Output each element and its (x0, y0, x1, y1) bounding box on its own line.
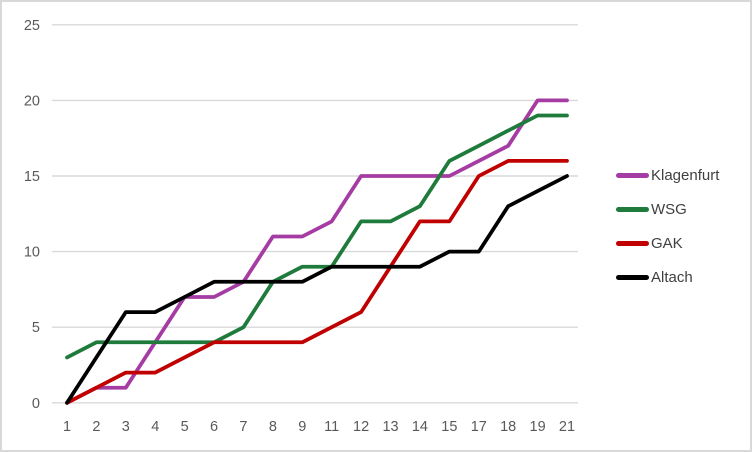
legend-swatch-wsg (616, 206, 649, 212)
x-axis-tick-label: 9 (298, 419, 306, 435)
legend-swatch-altach (616, 274, 649, 280)
x-axis-tick-label: 19 (530, 419, 546, 435)
series-line-gak (65, 159, 569, 405)
legend-item-altach[interactable]: Altach (616, 260, 719, 294)
x-axis-tick-label: 4 (151, 419, 159, 435)
x-axis-tick-label: 17 (471, 419, 487, 435)
x-axis-tick-label: 21 (559, 419, 575, 435)
x-axis-tick-label: 1 (63, 419, 71, 435)
x-axis-tick-label: 6 (210, 419, 218, 435)
legend-label-wsg: WSG (651, 200, 687, 218)
legend: Klagenfurt WSG GAK Altach (616, 158, 719, 294)
x-axis-tick-label: 18 (500, 419, 516, 435)
x-axis-tick-label: 8 (269, 419, 277, 435)
legend-label-gak: GAK (651, 234, 683, 252)
x-axis-tick-label: 2 (92, 419, 100, 435)
x-axis-tick-label: 7 (239, 419, 247, 435)
legend-item-gak[interactable]: GAK (616, 226, 719, 260)
y-axis-tick-label: 20 (24, 93, 40, 109)
series-line-altach (65, 174, 569, 405)
x-axis-tick-label: 15 (441, 419, 457, 435)
y-axis-tick-label: 25 (24, 18, 40, 34)
y-axis-tick-label: 5 (32, 320, 40, 336)
legend-label-altach: Altach (651, 268, 693, 286)
x-axis-tick-label: 13 (382, 419, 398, 435)
x-axis-tick-label: 3 (122, 419, 130, 435)
series-line-wsg (65, 113, 569, 360)
x-axis-tick-label: 5 (181, 419, 189, 435)
y-axis-tick-label: 0 (32, 396, 40, 412)
x-axis-tick-label: 12 (353, 419, 369, 435)
x-axis-tick-label: 11 (324, 419, 339, 435)
y-axis-tick-label: 15 (24, 169, 40, 185)
legend-item-wsg[interactable]: WSG (616, 192, 719, 226)
legend-label-klagenfurt: Klagenfurt (651, 166, 720, 184)
legend-swatch-gak (616, 240, 649, 246)
series-line-klagenfurt (65, 98, 569, 405)
legend-item-klagenfurt[interactable]: Klagenfurt (616, 158, 719, 192)
y-axis-tick-label: 10 (24, 245, 40, 261)
x-axis-tick-label: 14 (412, 419, 428, 435)
legend-swatch-klagenfurt (616, 172, 649, 178)
